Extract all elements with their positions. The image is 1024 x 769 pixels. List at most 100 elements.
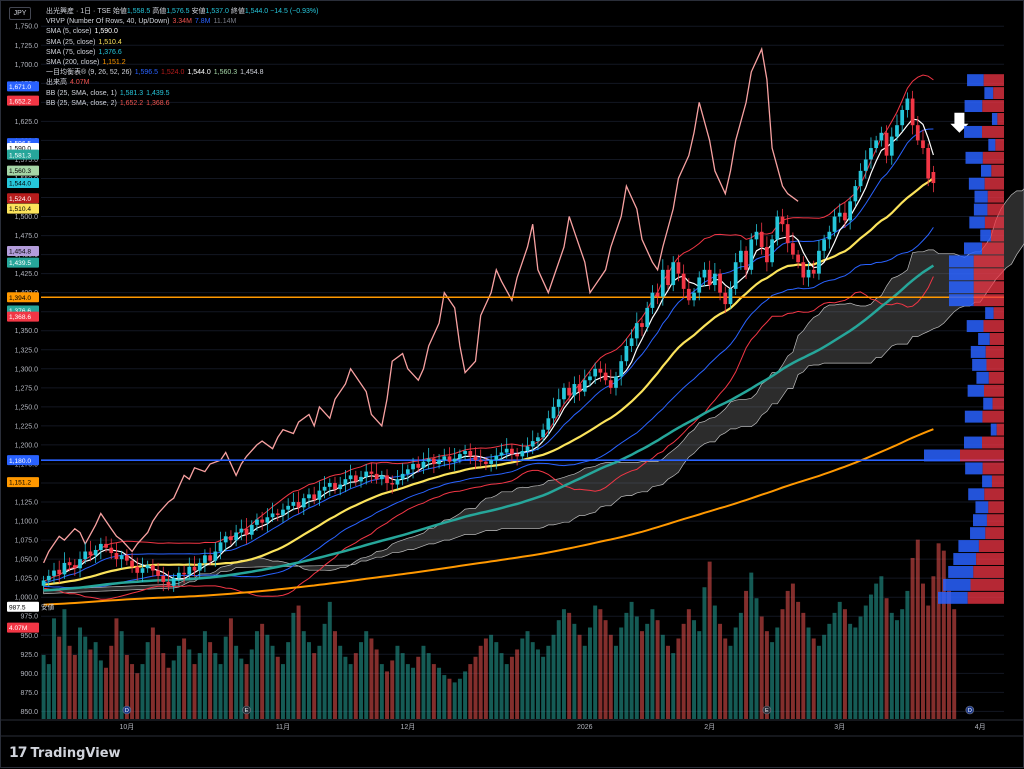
candle bbox=[863, 150, 868, 179]
legend-rows: VRVP (Number Of Rows, 40, Up/Down) 3.34M 7… bbox=[46, 17, 318, 109]
volume-bar bbox=[57, 636, 62, 719]
legend-indicator-name: SMA (200, close) bbox=[46, 59, 100, 67]
price-tag bbox=[7, 149, 39, 160]
legend-row[interactable]: 出来高 4.07M bbox=[46, 78, 318, 88]
price-tag-text: 1,544.0 bbox=[9, 181, 31, 188]
legend-indicator-name: SMA (25, close) bbox=[46, 38, 96, 46]
candle bbox=[499, 443, 504, 461]
price-tags: 1,671.01,652.21,596.51,590.01,581.31,560… bbox=[7, 81, 55, 633]
candle-body bbox=[629, 338, 634, 346]
y-tick-label: 1,000.0 bbox=[15, 595, 38, 602]
candle-body bbox=[385, 475, 389, 483]
vp-bar-down bbox=[985, 527, 1004, 540]
candle bbox=[640, 318, 644, 337]
candle bbox=[494, 447, 499, 470]
candle bbox=[926, 143, 931, 187]
candle-body bbox=[640, 323, 644, 327]
vp-bar-down bbox=[982, 100, 1004, 113]
candle-body bbox=[806, 269, 811, 278]
bb1-upper-line bbox=[43, 128, 934, 584]
volume-bar bbox=[759, 616, 764, 719]
candle bbox=[869, 137, 873, 169]
vp-bar-up bbox=[949, 255, 974, 268]
legend-row[interactable]: SMA (25, close) 1,510.4 bbox=[46, 38, 318, 48]
volume-bar bbox=[723, 638, 728, 719]
y-tick-label: 925.0 bbox=[20, 652, 38, 659]
legend-value: 1,151.2 bbox=[102, 59, 126, 67]
y-tick-label: 900.0 bbox=[20, 671, 38, 678]
volume-bar bbox=[551, 634, 556, 719]
candle-body bbox=[182, 572, 186, 575]
y-tick-label: 1,575.0 bbox=[15, 157, 38, 164]
candle-body bbox=[869, 148, 873, 160]
volume-bar bbox=[941, 550, 946, 719]
y-tick-label: 1,700.0 bbox=[15, 62, 38, 69]
volume-bar bbox=[494, 642, 499, 719]
x-tick-label: 11月 bbox=[276, 723, 290, 731]
candle-body bbox=[67, 562, 72, 566]
volume-bar bbox=[770, 642, 775, 719]
vp-bar-up bbox=[964, 410, 983, 423]
x-tick-label: 12月 bbox=[400, 723, 415, 731]
candle bbox=[515, 447, 519, 466]
candle bbox=[390, 475, 395, 494]
candle-body bbox=[234, 532, 239, 541]
vp-bar-up bbox=[964, 242, 982, 255]
candle-body bbox=[72, 565, 77, 569]
volume-bar bbox=[650, 609, 655, 719]
candle-body bbox=[213, 551, 218, 561]
volume-bar bbox=[572, 623, 577, 719]
tradingview-brand[interactable]: 17 TradingView bbox=[9, 745, 121, 761]
vp-bar-up bbox=[980, 229, 991, 242]
volume-bar bbox=[608, 634, 613, 719]
candle bbox=[447, 447, 452, 470]
legend-row[interactable]: SMA (75, close) 1,376.6 bbox=[46, 48, 318, 58]
legend-row[interactable]: BB (25, SMA, close, 2) 1,652.2 1,368.6 bbox=[46, 99, 318, 109]
candle bbox=[270, 502, 275, 522]
price-tag-text: 1,368.6 bbox=[9, 314, 31, 321]
candle-body bbox=[660, 269, 665, 297]
candle-body bbox=[177, 572, 181, 579]
volume-bar bbox=[286, 642, 291, 719]
candle-body bbox=[348, 475, 353, 480]
candle bbox=[78, 551, 82, 578]
candle bbox=[177, 566, 181, 586]
candle bbox=[286, 498, 291, 519]
volume-bar bbox=[364, 631, 369, 719]
legend-row[interactable]: VRVP (Number Of Rows, 40, Up/Down) 3.34M 7… bbox=[46, 17, 318, 27]
candle-body bbox=[910, 98, 915, 126]
candle-body bbox=[390, 483, 395, 485]
legend-row[interactable]: SMA (200, close) 1,151.2 bbox=[46, 58, 318, 68]
volume-bar bbox=[832, 612, 837, 719]
price-tag bbox=[7, 292, 39, 303]
candle-body bbox=[572, 384, 577, 396]
volume-bar bbox=[171, 660, 176, 719]
volume-bar bbox=[98, 660, 103, 719]
legend-row[interactable]: 一目均衡表® (9, 26, 52, 26) 1,596.5 1,524.0 1,54… bbox=[46, 68, 318, 78]
candle bbox=[791, 232, 795, 260]
legend-high-label: 高値 bbox=[152, 8, 167, 15]
vp-bar-up bbox=[953, 553, 977, 565]
candle bbox=[666, 265, 670, 290]
volume-bar bbox=[780, 609, 785, 719]
candle bbox=[145, 560, 150, 573]
legend-row[interactable]: SMA (5, close) 1,590.0 bbox=[46, 27, 318, 37]
candle bbox=[660, 259, 665, 306]
candle bbox=[567, 381, 572, 402]
candle bbox=[843, 202, 847, 228]
volume-bar bbox=[634, 616, 639, 719]
candle-body bbox=[98, 543, 103, 550]
volume-bar bbox=[463, 671, 468, 719]
volume-bar bbox=[296, 605, 301, 719]
candle-body bbox=[686, 288, 691, 301]
volume-bar bbox=[426, 653, 431, 719]
legend-row[interactable]: BB (25, SMA, close, 1) 1,581.3 1,439.5 bbox=[46, 89, 318, 99]
candle bbox=[614, 371, 618, 396]
y-tick-label: 1,075.0 bbox=[15, 538, 38, 545]
candle-body bbox=[520, 451, 525, 457]
volume-bar bbox=[676, 638, 681, 719]
price-tag-text: 1,510.4 bbox=[9, 206, 31, 213]
candle-body bbox=[603, 372, 608, 381]
